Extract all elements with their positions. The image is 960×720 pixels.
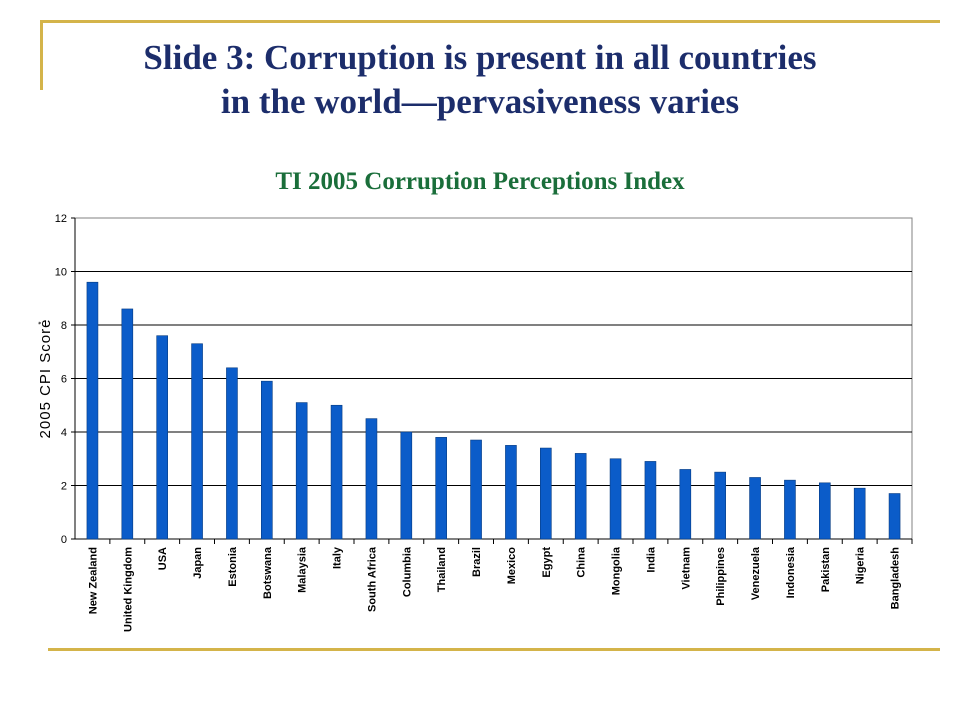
y-tick-label: 10	[55, 267, 67, 279]
bar	[609, 458, 622, 540]
y-tick-label: 12	[55, 213, 67, 225]
x-tick-label: Egypt	[541, 547, 553, 578]
y-tick-label: 2	[61, 481, 67, 493]
y-tick-label: 6	[61, 374, 67, 386]
bar	[400, 431, 413, 540]
bar	[261, 380, 273, 540]
bar	[156, 335, 168, 540]
slide-title-line2: in the world—pervasiveness varies	[220, 82, 740, 121]
x-tick-label: China	[576, 546, 588, 577]
bar	[714, 471, 726, 540]
x-tick-label: Brazil	[471, 547, 483, 577]
x-tick-label: Italy	[332, 546, 344, 569]
x-tick-label: Columbia	[401, 546, 413, 597]
bar	[853, 487, 866, 540]
y-axis-label: 2005 CPI Score	[37, 319, 54, 439]
y-tick-label: 0	[61, 534, 67, 546]
x-tick-label: India	[645, 546, 657, 573]
x-tick-label: Philippines	[715, 547, 727, 606]
x-tick-label: Bangladesh	[890, 547, 902, 610]
x-tick-label: Botswana	[262, 546, 274, 599]
bar	[574, 453, 587, 540]
bar	[295, 402, 308, 540]
x-tick-label: Estonia	[227, 546, 239, 587]
bar	[365, 418, 378, 540]
bar	[191, 343, 203, 540]
chart-title: TI 2005 Corruption Perceptions Index	[275, 168, 685, 195]
bar	[121, 308, 134, 540]
bar	[784, 479, 796, 540]
x-tick-label: Venezuela	[750, 546, 762, 600]
y-axis-label-marker: *	[37, 321, 46, 324]
x-tick-label: United Kingdom	[122, 547, 134, 632]
x-tick-label: Vietnam	[680, 547, 692, 590]
x-tick-label: USA	[157, 547, 169, 570]
bar	[86, 281, 99, 540]
slide-title: Slide 3: Corruption is present in all co…	[40, 36, 920, 124]
left-rule	[40, 20, 43, 90]
x-tick-label: Indonesia	[785, 546, 797, 598]
x-tick-label: New Zealand	[87, 547, 99, 614]
bar	[330, 404, 343, 540]
bar-chart: 0 2 4 6 8 10 12 2005 CPI Score* New Zealand Unite…	[37, 213, 913, 632]
top-rule	[40, 20, 940, 23]
x-tick-label: South Africa	[366, 546, 378, 612]
x-tick-label: Japan	[192, 547, 204, 579]
x-tick-label: Thailand	[436, 547, 448, 592]
x-tick-label: Pakistan	[820, 547, 832, 593]
x-tick-label: Mongolia	[611, 546, 623, 595]
x-tick-label: Nigeria	[855, 546, 867, 584]
y-tick-label: 8	[61, 320, 67, 332]
x-tick-label: Malaysia	[297, 546, 309, 593]
bar	[679, 469, 692, 540]
bar	[749, 477, 761, 540]
y-tick-label: 4	[61, 427, 67, 439]
bar	[819, 482, 831, 540]
bar	[644, 461, 657, 540]
bottom-rule	[48, 648, 940, 651]
x-tick-label: Mexico	[506, 547, 518, 585]
bar	[540, 447, 552, 540]
slide-title-line1: Slide 3: Corruption is present in all co…	[143, 38, 817, 77]
bar	[470, 439, 482, 540]
bar	[505, 445, 517, 540]
bar	[435, 437, 447, 540]
bar	[226, 367, 238, 540]
bar	[888, 493, 901, 540]
